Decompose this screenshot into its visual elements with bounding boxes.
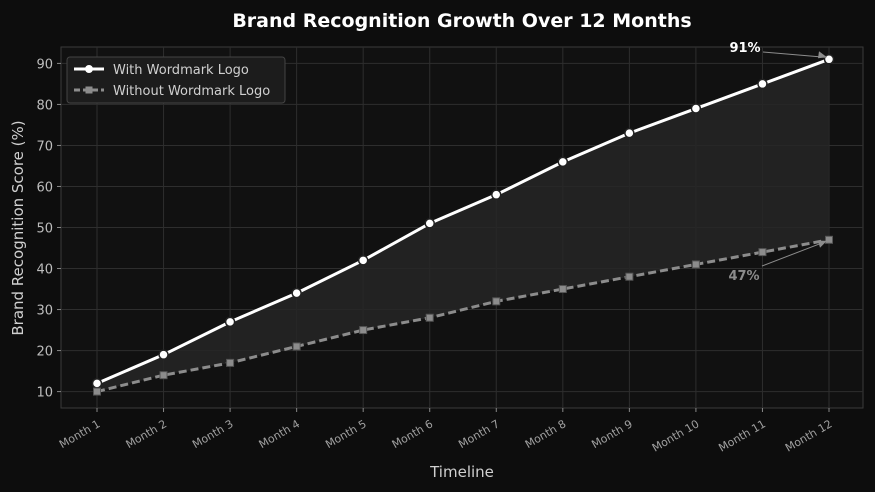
y-tick-label: 10 [36, 386, 53, 401]
data-point-without-wordmark [292, 342, 301, 351]
data-point-without-wordmark [691, 260, 700, 269]
x-axis-label: Timeline [429, 463, 494, 481]
annotation-arrowhead [818, 51, 827, 59]
data-point-without-wordmark [558, 285, 567, 294]
data-point-with-wordmark [624, 127, 635, 139]
data-point-with-wordmark [291, 287, 302, 299]
legend-label-without: Without Wordmark Logo [113, 84, 270, 99]
annotation-arrow [761, 241, 826, 267]
annotation-arrowhead [818, 240, 827, 248]
series-line-with-wordmark [96, 57, 830, 385]
data-point-with-wordmark [491, 189, 502, 200]
data-point-without-wordmark [425, 313, 434, 322]
data-point-with-wordmark [91, 378, 103, 389]
annotation-label: 91% [729, 41, 760, 56]
data-point-with-wordmark [757, 78, 768, 90]
y-tick-label: 60 [36, 180, 53, 195]
y-tick-label: 30 [36, 304, 53, 319]
annotation-arrow [762, 51, 826, 58]
legend-box [66, 56, 286, 104]
y-tick-label: 80 [36, 98, 53, 113]
y-tick-label: 50 [36, 222, 53, 237]
y-axis-ticks: 10 20 30 40 50 60 70 80 90 [36, 57, 61, 401]
data-point-with-wordmark [357, 255, 369, 266]
data-point-without-wordmark [492, 297, 501, 306]
y-tick-label: 40 [36, 263, 53, 278]
y-axis-label: Brand Recognition Score (%) [9, 120, 27, 335]
annotations: 91% 47% [728, 41, 827, 284]
data-point-with-wordmark [557, 156, 569, 168]
data-point-with-wordmark [424, 218, 435, 229]
data-point-without-wordmark [625, 272, 634, 281]
legend-marker-without [85, 86, 93, 94]
y-tick-label: 20 [36, 345, 53, 360]
y-tick-label: 90 [36, 57, 53, 72]
series-line-without-wordmark [96, 238, 830, 394]
fill-between-path [97, 59, 829, 392]
data-point-with-wordmark [158, 349, 169, 360]
data-point-without-wordmark [359, 326, 368, 335]
fill-between-area [97, 59, 829, 392]
legend-marker-with [85, 65, 93, 73]
chart-title: Brand Recognition Growth Over 12 Months [232, 10, 691, 32]
data-point-with-wordmark [224, 316, 236, 328]
data-point-with-wordmark [823, 54, 835, 65]
data-point-without-wordmark [93, 387, 101, 396]
series-group [91, 54, 835, 396]
annotation-label: 47% [728, 269, 759, 284]
data-point-without-wordmark [226, 358, 235, 367]
data-point-without-wordmark [758, 248, 767, 257]
legend: With Wordmark Logo Without Wordmark Logo [66, 56, 286, 104]
y-tick-label: 70 [36, 139, 53, 154]
legend-label-with: With Wordmark Logo [113, 63, 249, 78]
data-point-with-wordmark [690, 103, 702, 114]
data-point-without-wordmark [825, 235, 833, 244]
data-point-without-wordmark [159, 371, 168, 380]
